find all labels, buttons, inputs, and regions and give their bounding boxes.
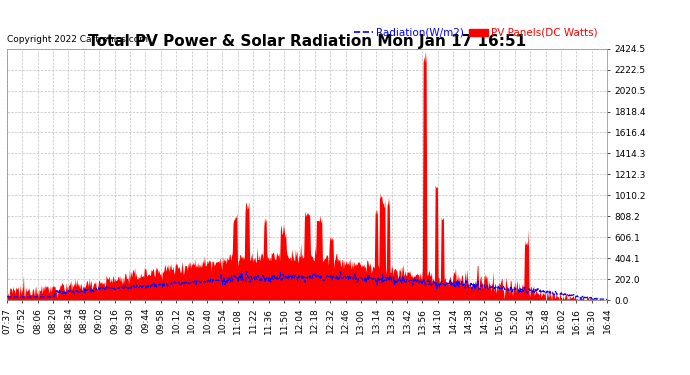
Legend: Radiation(W/m2), PV Panels(DC Watts): Radiation(W/m2), PV Panels(DC Watts)	[351, 24, 602, 42]
Text: Copyright 2022 Cartronics.com: Copyright 2022 Cartronics.com	[7, 35, 148, 44]
Title: Total PV Power & Solar Radiation Mon Jan 17 16:51: Total PV Power & Solar Radiation Mon Jan…	[88, 34, 526, 49]
